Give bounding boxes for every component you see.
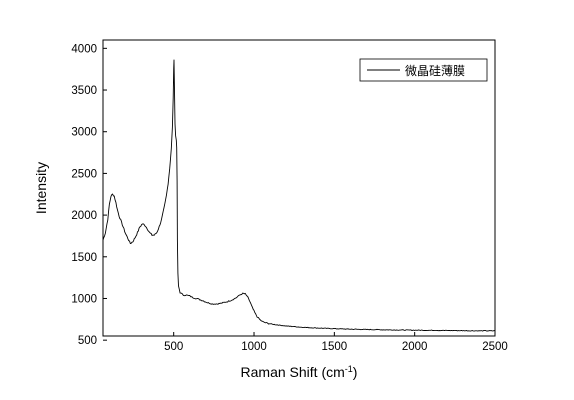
x-axis-label-end: ) bbox=[353, 364, 358, 380]
x-axis-label-sup: -1 bbox=[345, 364, 353, 374]
y-tick-label: 1500 bbox=[71, 252, 97, 264]
legend-box bbox=[359, 58, 488, 82]
y-tick-label: 3500 bbox=[71, 85, 97, 97]
x-axis-ticks: 500 1000 1500 2000 2500 bbox=[164, 332, 508, 353]
y-tick-label: 2000 bbox=[71, 210, 97, 222]
legend-entry-label: 微晶硅薄膜 bbox=[405, 63, 465, 78]
y-tick-label: 500 bbox=[78, 335, 97, 347]
y-axis-ticks: 500 1000 1500 2000 2500 3000 3500 4000 bbox=[71, 43, 107, 347]
series-line bbox=[102, 59, 496, 332]
x-axis-label: Raman Shift (cm-1) bbox=[241, 364, 358, 380]
y-tick-label: 2500 bbox=[71, 168, 97, 180]
x-axis-label-main: Raman Shift (cm bbox=[241, 364, 345, 380]
plot-frame bbox=[102, 39, 496, 337]
y-tick-label: 3000 bbox=[71, 127, 97, 139]
x-tick-label: 2000 bbox=[402, 341, 428, 353]
legend: 微晶硅薄膜 bbox=[359, 58, 488, 82]
x-tick-label: 500 bbox=[164, 341, 183, 353]
y-tick-label: 1000 bbox=[71, 293, 97, 305]
y-axis-label: Intensity bbox=[33, 162, 49, 214]
x-tick-label: 1000 bbox=[241, 341, 267, 353]
x-tick-label: 1500 bbox=[322, 341, 348, 353]
x-tick-label: 2500 bbox=[482, 341, 508, 353]
y-tick-label: 4000 bbox=[71, 43, 97, 55]
